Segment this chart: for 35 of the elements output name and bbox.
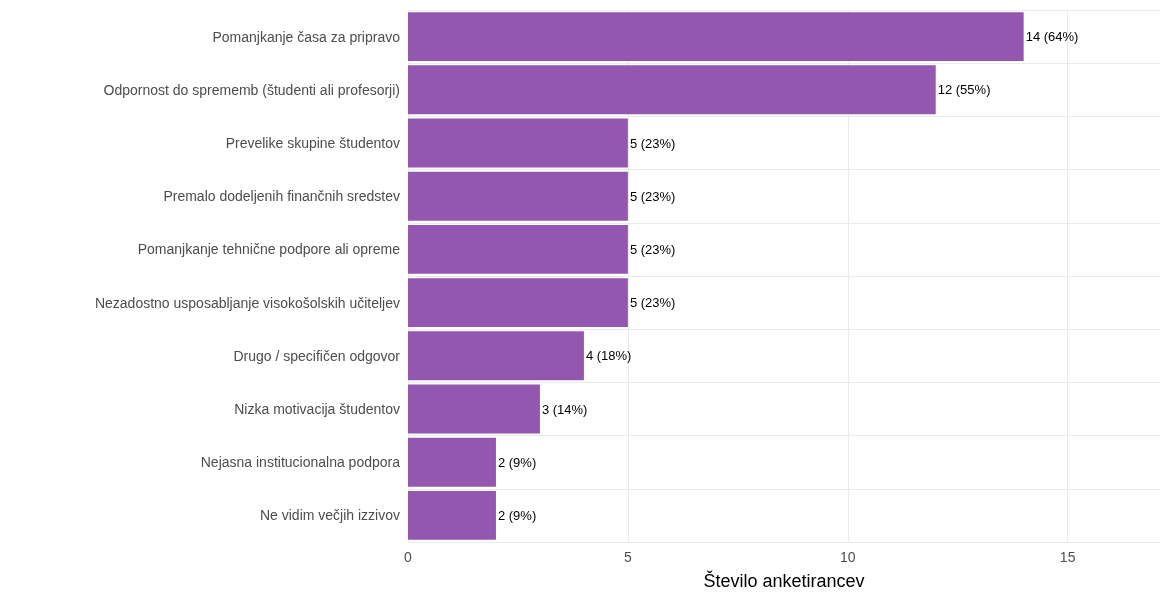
bar [408, 171, 628, 221]
y-tick-label: Nezadostno usposabljanje visokošolskih učiteljev [94, 294, 400, 311]
data-label: 14 (64%) [1025, 29, 1079, 45]
data-label: 4 (18%) [585, 348, 632, 364]
bar [408, 118, 628, 168]
data-label: 2 (9%) [497, 507, 537, 523]
data-label: 5 (23%) [629, 188, 676, 204]
y-tick-label: Drugo / specifičen odgovor [233, 347, 401, 364]
data-label: 12 (55%) [937, 82, 991, 98]
bar [408, 224, 628, 274]
data-label: 3 (14%) [541, 401, 588, 417]
bar [408, 12, 1024, 62]
data-label: 5 (23%) [629, 135, 676, 151]
bar [408, 278, 628, 328]
bar [408, 65, 936, 115]
y-tick-label: Odpornost do sprememb (študenti ali profesorji) [103, 81, 400, 98]
x-tick-label: 5 [623, 549, 632, 565]
bar [408, 331, 584, 381]
y-tick-label: Pomanjkanje tehnične podpore ali opreme [137, 241, 401, 258]
data-label: 5 (23%) [629, 295, 676, 311]
x-tick-label: 0 [404, 549, 413, 565]
y-tick-label: Pomanjkanje časa za pripravo [212, 28, 401, 45]
bar [408, 490, 496, 540]
x-tick-label: 10 [839, 549, 856, 565]
y-tick-label: Ne vidim večjih izzivov [259, 507, 400, 524]
y-tick-label: Nejasna institucionalna podpora [200, 454, 401, 471]
y-tick-label: Premalo dodeljenih finančnih sredstev [163, 188, 400, 205]
bar [408, 437, 496, 487]
y-tick-label: Prevelike skupine študentov [225, 135, 400, 151]
x-axis-title: Število anketirancev [703, 570, 865, 591]
data-label: 2 (9%) [497, 454, 537, 470]
data-label: 5 (23%) [629, 241, 676, 257]
x-tick-label: 15 [1059, 549, 1076, 565]
y-tick-label: Nizka motivacija študentov [234, 401, 400, 417]
bar [408, 384, 540, 434]
